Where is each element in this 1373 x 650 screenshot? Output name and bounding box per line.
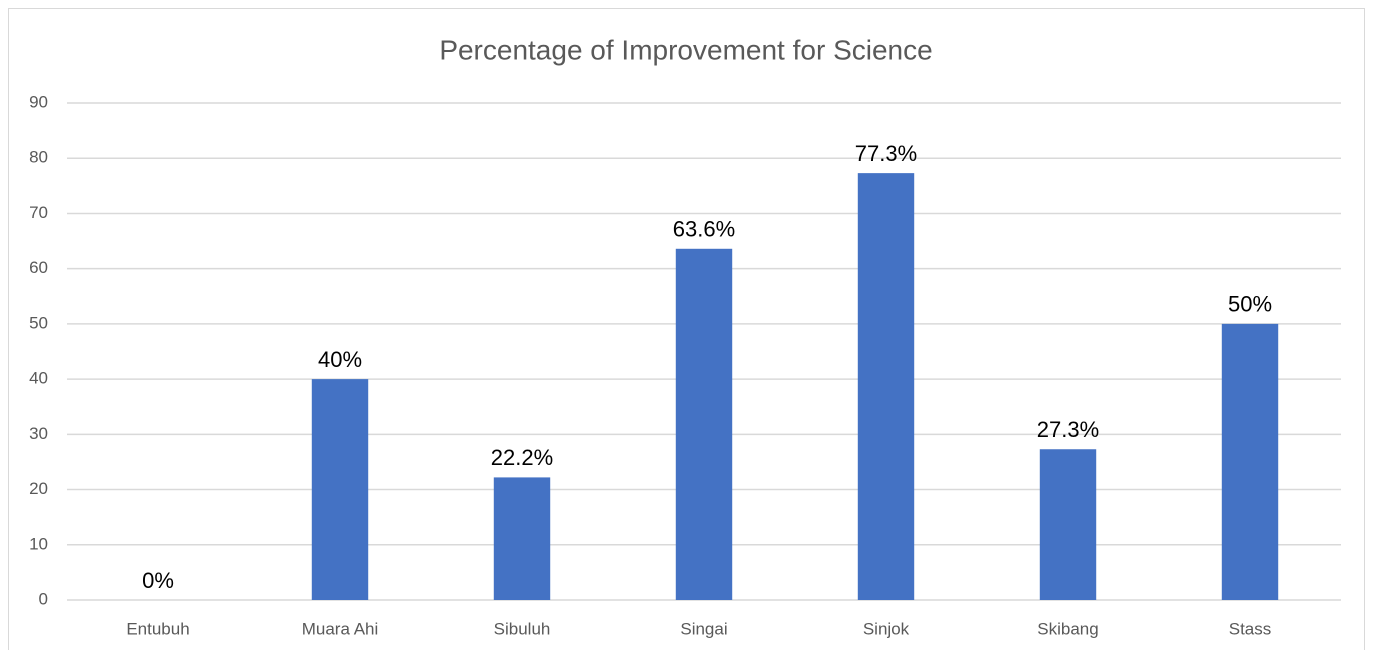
data-label: 77.3% bbox=[855, 141, 917, 166]
x-tick-label: Sinjok bbox=[863, 619, 910, 638]
chart-title: Percentage of Improvement for Science bbox=[439, 34, 932, 65]
x-tick-label: Stass bbox=[1229, 619, 1272, 638]
y-tick-label: 90 bbox=[29, 92, 48, 111]
y-tick-label: 30 bbox=[29, 424, 48, 443]
y-tick-label: 70 bbox=[29, 203, 48, 222]
data-label: 27.3% bbox=[1037, 417, 1099, 442]
data-label: 50% bbox=[1228, 292, 1272, 317]
y-tick-label: 40 bbox=[29, 369, 48, 388]
data-label: 22.2% bbox=[491, 445, 553, 470]
bar bbox=[1221, 323, 1279, 600]
y-tick-label: 20 bbox=[29, 479, 48, 498]
data-label: 0% bbox=[142, 568, 174, 593]
bar bbox=[857, 173, 915, 601]
bar bbox=[311, 379, 369, 600]
y-tick-label: 0 bbox=[39, 589, 48, 608]
y-tick-label: 80 bbox=[29, 148, 48, 167]
y-tick-label: 50 bbox=[29, 313, 48, 332]
data-label: 63.6% bbox=[673, 217, 735, 242]
x-tick-label: Sibuluh bbox=[494, 619, 551, 638]
x-tick-label: Singai bbox=[680, 619, 727, 638]
x-tick-label: Skibang bbox=[1037, 619, 1098, 638]
bar bbox=[1039, 449, 1097, 600]
y-tick-label: 60 bbox=[29, 258, 48, 277]
y-tick-label: 10 bbox=[29, 534, 48, 553]
bar bbox=[675, 248, 733, 600]
bar bbox=[493, 477, 551, 600]
x-tick-label: Muara Ahi bbox=[302, 619, 379, 638]
data-label: 40% bbox=[318, 347, 362, 372]
x-tick-label: Entubuh bbox=[126, 619, 189, 638]
